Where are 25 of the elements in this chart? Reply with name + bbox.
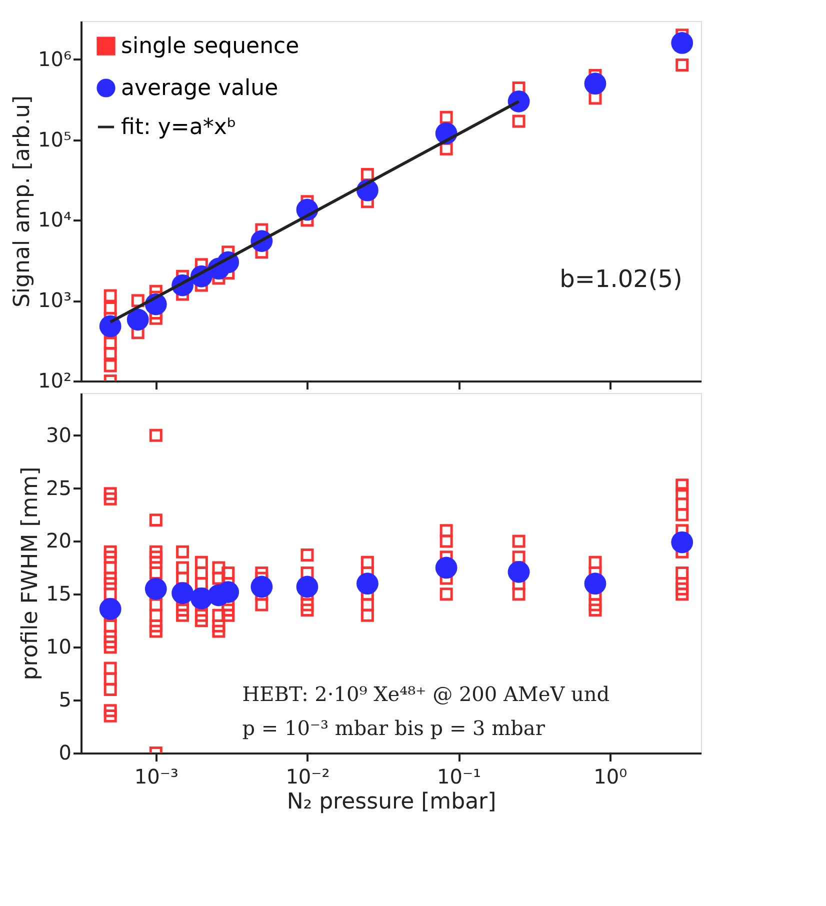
x-tick-label: 10⁻¹ [437, 764, 482, 788]
legend-label: fit: y=a*xᵇ [121, 115, 236, 140]
legend-label: single sequence [121, 34, 300, 59]
y-tick-label: 0 [58, 740, 72, 764]
y-tick-label: 10³ [38, 288, 72, 312]
y-tick-label: 20 [46, 528, 72, 553]
y-tick-label: 25 [46, 476, 72, 500]
annotation: HEBT: 2·10⁹ Xe⁴⁸⁺ @ 200 AMeV und [242, 682, 610, 706]
y-tick-label: 30 [46, 422, 72, 447]
annotation: p = 10⁻³ mbar bis p = 3 mbar [242, 716, 546, 740]
y-tick-label: 10² [38, 368, 72, 392]
y-tick-label: 15 [46, 582, 72, 606]
y-axis-title: profile FWHM [mm] [18, 466, 44, 680]
y-tick-label: 10⁵ [38, 127, 72, 152]
y-tick-label: 10 [46, 634, 72, 659]
annotation: b=1.02(5) [560, 265, 682, 294]
x-axis-title: N₂ pressure [mbar] [286, 790, 496, 814]
legend-label: average value [121, 76, 278, 101]
x-tick-label: 10⁻³ [134, 764, 178, 788]
y-tick-label: 10⁴ [38, 208, 72, 232]
y-tick-label: 5 [58, 688, 72, 712]
x-tick-label: 10⁻² [286, 764, 330, 788]
y-tick-label: 10⁶ [38, 46, 72, 71]
y-axis-title: Signal amp. [arb.u] [10, 95, 36, 308]
x-tick-label: 10⁰ [594, 764, 628, 788]
